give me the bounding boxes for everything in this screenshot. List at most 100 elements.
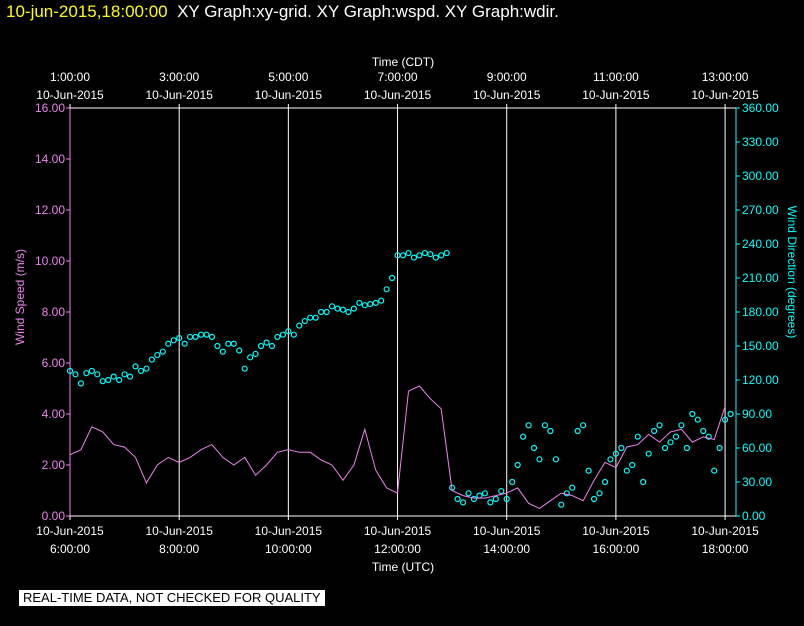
wdir-point bbox=[99, 378, 106, 385]
wdir-point bbox=[623, 467, 630, 474]
wdir-point bbox=[711, 467, 718, 474]
wdir-point bbox=[585, 467, 592, 474]
bottom-tick-date: 10-Jun-2015 bbox=[255, 524, 323, 538]
header-datetime: 10-jun-2015,18:00:00 bbox=[6, 2, 168, 21]
wdir-point bbox=[116, 376, 123, 384]
right-axis-ticks: 0.00 30.00 60.00 90.00 120.00 150.00 180.00 210… bbox=[736, 101, 779, 523]
wdir-point bbox=[552, 456, 559, 463]
wdir-point bbox=[219, 348, 226, 355]
top-tick-date: 10-Jun-2015 bbox=[582, 88, 650, 102]
top-tick-date: 10-Jun-2015 bbox=[364, 88, 432, 102]
wdir-point bbox=[618, 444, 625, 452]
left-axis-ticks: 0.00 2.00 4.00 6.00 8.00 10.00 12.00 14.00 16.00 bbox=[35, 101, 70, 523]
left-tick-label: 12.00 bbox=[35, 203, 65, 217]
wdir-point bbox=[83, 370, 90, 377]
wdir-point bbox=[476, 492, 483, 499]
wdir-point bbox=[105, 376, 112, 384]
wdir-point bbox=[197, 331, 205, 338]
wdir-point bbox=[716, 444, 723, 452]
right-tick-label: 330.00 bbox=[742, 135, 779, 149]
wdir-point bbox=[470, 495, 478, 503]
wdir-point bbox=[159, 348, 166, 355]
wdir-point bbox=[405, 249, 412, 257]
top-tick-time: 9:00:00 bbox=[487, 70, 527, 84]
header-graph-list: XY Graph:xy-grid. XY Graph:wspd. XY Grap… bbox=[177, 2, 559, 21]
top-tick-date: 10-Jun-2015 bbox=[255, 88, 323, 102]
wdir-point bbox=[143, 365, 150, 372]
wdir-point bbox=[257, 342, 265, 350]
wdir-point bbox=[192, 333, 199, 341]
wdir-point bbox=[214, 342, 221, 350]
wdir-point bbox=[727, 410, 734, 418]
wdir-point bbox=[541, 422, 549, 429]
plot-frame bbox=[69, 107, 737, 517]
wdir-point bbox=[77, 380, 85, 387]
wdir-point bbox=[569, 484, 576, 491]
wdir-point bbox=[137, 367, 145, 375]
top-tick-time: 11:00:00 bbox=[593, 70, 639, 84]
right-tick-label: 30.00 bbox=[742, 475, 772, 489]
top-tick-time: 13:00:00 bbox=[702, 70, 749, 84]
wdir-point bbox=[721, 416, 729, 423]
top-tick-time: 3:00:00 bbox=[159, 70, 199, 84]
top-tick-time: 5:00:00 bbox=[268, 70, 308, 84]
wdir-point bbox=[432, 254, 439, 261]
bottom-tick-time: 6:00:00 bbox=[50, 542, 90, 556]
bottom-tick-time: 10:00:00 bbox=[265, 542, 312, 556]
wdir-point bbox=[487, 499, 494, 506]
wdir-point bbox=[607, 456, 614, 463]
bottom-axis-ticks: 10-Jun-2015 6:00:00 10-Jun-2015 8:00:00 10-J… bbox=[36, 516, 759, 556]
wdir-point bbox=[361, 302, 368, 309]
wdir-point bbox=[514, 461, 521, 469]
wdir-point bbox=[443, 249, 450, 257]
wdir-point bbox=[601, 478, 609, 486]
wdir-point bbox=[285, 328, 292, 335]
left-tick-label: 0.00 bbox=[42, 509, 66, 523]
wdir-point bbox=[498, 487, 505, 495]
wdir-point bbox=[290, 331, 297, 338]
wdir-point bbox=[88, 367, 95, 375]
right-tick-label: 150.00 bbox=[742, 339, 779, 353]
wdir-point bbox=[66, 367, 74, 375]
wdir-point bbox=[296, 322, 303, 329]
wdir-point bbox=[274, 333, 281, 341]
bottom-tick-date: 10-Jun-2015 bbox=[473, 524, 541, 538]
right-tick-label: 120.00 bbox=[742, 373, 779, 387]
wdir-point bbox=[683, 444, 690, 452]
wdir-point bbox=[651, 427, 658, 435]
wdir-point bbox=[661, 444, 669, 452]
right-tick-label: 0.00 bbox=[742, 509, 766, 523]
wdir-point bbox=[536, 456, 543, 463]
wdir-point bbox=[519, 433, 527, 440]
wdir-point bbox=[247, 354, 254, 361]
bottom-tick-date: 10-Jun-2015 bbox=[36, 524, 104, 538]
wdir-point bbox=[525, 422, 532, 429]
right-tick-label: 300.00 bbox=[742, 169, 779, 183]
wdir-point bbox=[705, 433, 712, 440]
wdir-point bbox=[421, 249, 428, 257]
left-tick-label: 10.00 bbox=[35, 254, 65, 268]
wdir-point bbox=[148, 356, 155, 363]
left-tick-label: 4.00 bbox=[42, 407, 66, 421]
wdir-point bbox=[208, 333, 216, 341]
wdir-point bbox=[558, 501, 565, 508]
wdir-point bbox=[203, 331, 210, 338]
wdir-point bbox=[72, 371, 79, 378]
chart-header: 10-jun-2015,18:00:00 XY Graph:xy-grid. X… bbox=[6, 2, 559, 22]
wdir-point bbox=[547, 427, 554, 435]
wdir-point bbox=[503, 495, 510, 503]
top-tick-time: 7:00:00 bbox=[378, 70, 418, 84]
wdir-point bbox=[612, 450, 620, 457]
wdir-point bbox=[301, 317, 308, 325]
wdir-point bbox=[268, 342, 276, 350]
wdir-point bbox=[356, 299, 363, 307]
wdir-point bbox=[318, 308, 325, 316]
left-tick-label: 14.00 bbox=[35, 152, 65, 166]
bottom-tick-time: 14:00:00 bbox=[483, 542, 530, 556]
wdir-point bbox=[230, 340, 237, 347]
wdir-point bbox=[126, 373, 134, 380]
wdir-point bbox=[367, 300, 374, 308]
wdir-point bbox=[94, 371, 101, 378]
right-tick-label: 240.00 bbox=[742, 237, 779, 251]
wdir-point bbox=[689, 410, 696, 418]
